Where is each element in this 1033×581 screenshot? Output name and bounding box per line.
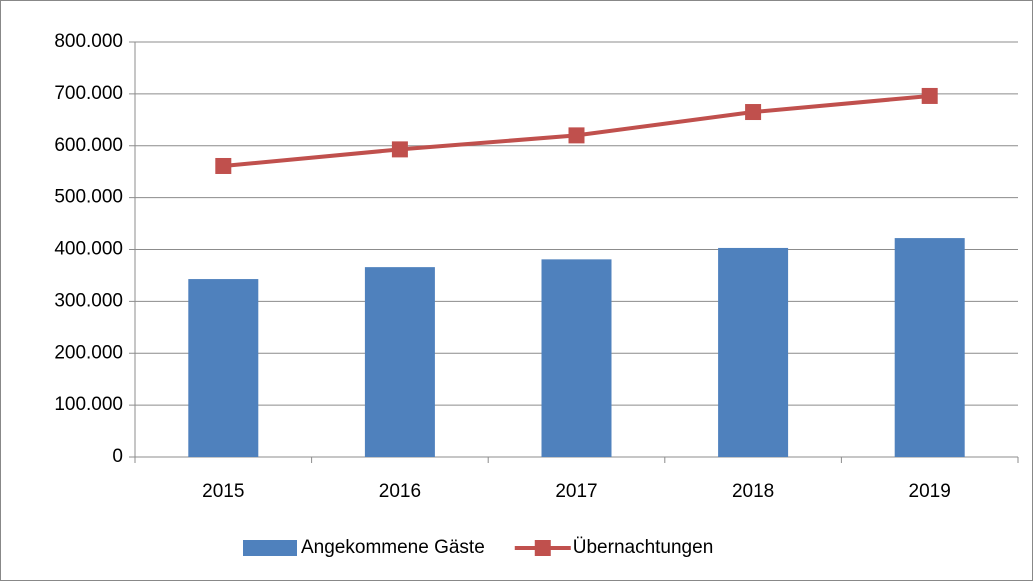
marker [921, 87, 938, 104]
y-tick-label: 700.000 [54, 83, 123, 104]
marker [568, 127, 585, 144]
bar [894, 238, 965, 457]
y-tick-label: 100.000 [54, 394, 123, 415]
legend-label: Übernachtungen [573, 537, 714, 558]
x-tick-label: 2019 [909, 481, 951, 502]
y-tick-label: 400.000 [54, 239, 123, 260]
marker [391, 141, 408, 158]
x-tick-label: 2015 [202, 481, 244, 502]
marker [745, 104, 762, 121]
bar [541, 259, 612, 457]
x-tick-label: 2017 [555, 481, 597, 502]
y-tick-label: 500.000 [54, 187, 123, 208]
x-tick-label: 2016 [379, 481, 421, 502]
y-tick-label: 300.000 [54, 290, 123, 311]
y-tick-label: 600.000 [54, 135, 123, 156]
x-tick-label: 2018 [732, 481, 774, 502]
bar [718, 247, 789, 457]
bar [188, 279, 259, 457]
legend-marker [534, 540, 551, 556]
y-tick-label: 800.000 [54, 31, 123, 52]
y-tick-label: 0 [112, 446, 123, 467]
legend-label: Angekommene Gäste [301, 537, 485, 558]
y-tick-label: 200.000 [54, 342, 123, 363]
legend-swatch [243, 540, 297, 556]
bar [364, 267, 435, 457]
marker [215, 157, 232, 174]
